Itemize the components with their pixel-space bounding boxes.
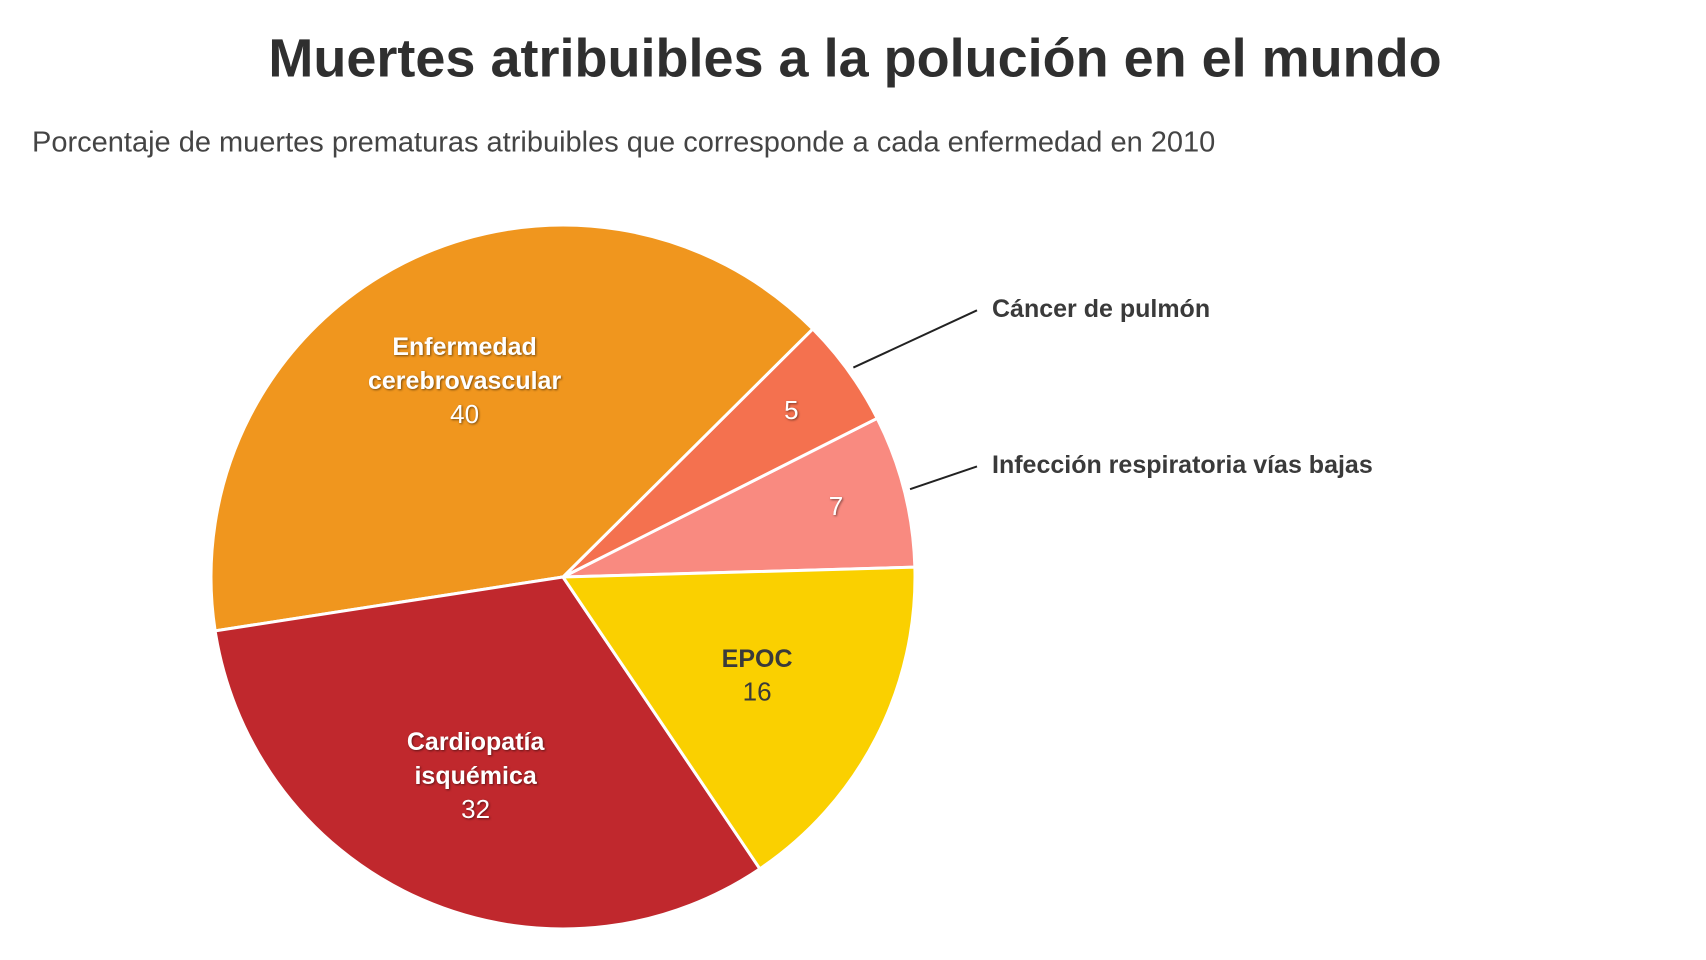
slice-label: EPOC <box>722 644 793 672</box>
slice-label: Enfermedad cerebrovascular <box>368 333 561 395</box>
chart-subtitle: Porcentaje de muertes prematuras atribui… <box>32 127 1215 159</box>
pie-slice <box>209 223 815 633</box>
leader-line <box>909 465 978 491</box>
value-label: 5 <box>784 395 798 425</box>
chart-title: Muertes atribuibles a la polución en el … <box>268 28 1441 88</box>
label-line: Enfermedad <box>392 333 536 361</box>
label-line: cerebrovascular <box>368 367 561 395</box>
value-label: 16 <box>743 677 772 707</box>
label-line: isquémica <box>414 762 537 790</box>
slice-label: Infección respiratoria vías bajas <box>992 451 1373 479</box>
value-label: 40 <box>450 399 479 429</box>
label-line: Cardiopatía <box>407 728 546 756</box>
value-label: 32 <box>461 794 490 824</box>
leader-line <box>852 309 978 369</box>
value-label: 7 <box>829 491 843 521</box>
pie-slice <box>560 565 917 871</box>
slice-label: Cardiopatía isquémica <box>407 728 546 790</box>
label-line: EPOC <box>722 644 793 672</box>
pie-slice <box>562 416 917 579</box>
pie-slice <box>213 575 762 931</box>
slice-label: Cáncer de pulmón <box>992 295 1210 323</box>
